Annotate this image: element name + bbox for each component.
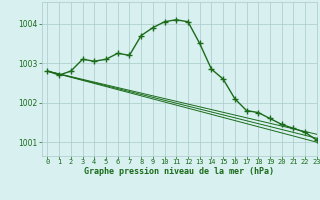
X-axis label: Graphe pression niveau de la mer (hPa): Graphe pression niveau de la mer (hPa) [84, 167, 274, 176]
